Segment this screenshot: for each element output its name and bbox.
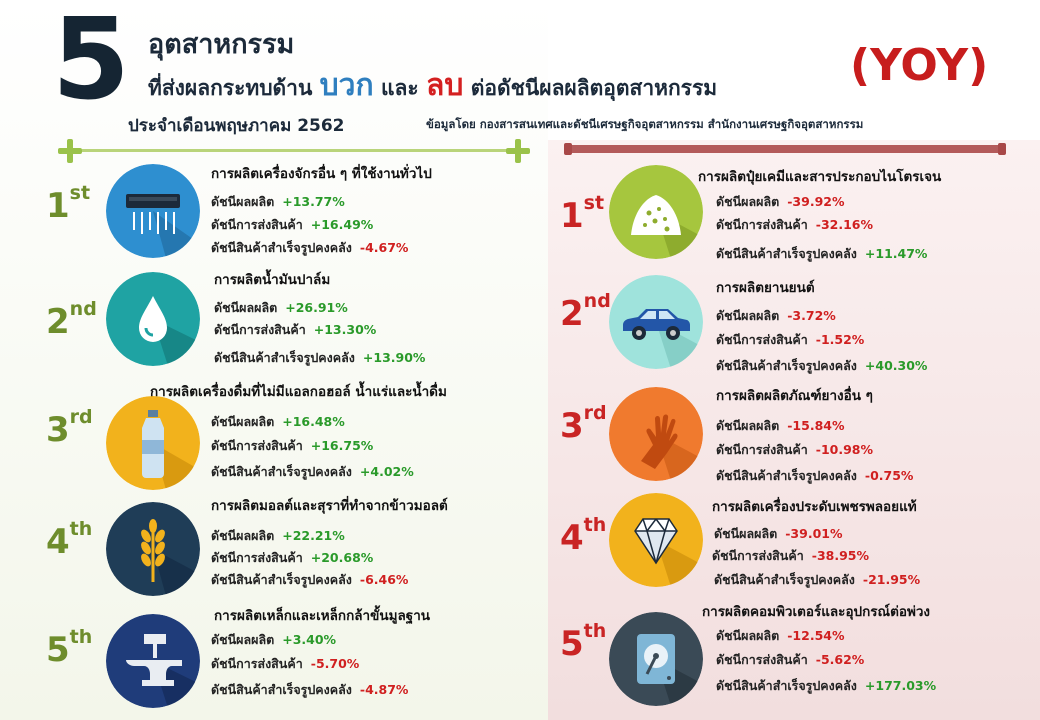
rank-label: 3rd [560,402,607,446]
production-index: ดัชนีผลผลิต -39.01% [714,526,843,541]
industry-name: การผลิตยานยนต์ [716,280,815,296]
production-index: ดัชนีผลผลิต +26.91% [214,300,348,315]
production-index: ดัชนีผลผลิต -15.84% [716,418,845,433]
rank-label: 5th [560,620,607,664]
shipment-index: ดัชนีการส่งสินค้า -1.52% [716,332,865,347]
rank-label: 3rd [46,406,93,450]
inventory-index: ดัชนีสินค้าสำเร็จรูปคงคลัง -6.46% [211,572,409,587]
fertilizer-icon [609,165,703,259]
rank-label: 4th [560,514,607,558]
inventory-index: ดัชนีสินค้าสำเร็จรูปคงคลัง +4.02% [211,464,414,479]
rank-label: 1st [46,182,91,226]
shipment-index: ดัชนีการส่งสินค้า -5.62% [716,652,865,667]
inventory-index: ดัชนีสินค้าสำเร็จรูปคงคลัง +177.03% [716,678,937,693]
plus-icon [58,139,82,163]
title-line-2: ที่ส่งผลกระทบด้าน บวก และ ลบ ต่อดัชนีผลผ… [148,62,717,109]
minus-divider [564,143,1006,155]
period-label: ประจำเดือนพฤษภาคม 2562 [128,116,345,136]
industry-name: การผลิตเครื่องดื่มที่ไม่มีแอลกอฮอล์ น้ำแ… [150,384,447,400]
shipment-index: ดัชนีการส่งสินค้า -5.70% [211,656,360,671]
yoy-label: (YOY) [850,40,989,91]
industry-name: การผลิตมอลต์และสุราที่ทำจากข้าวมอลต์ [211,498,448,514]
negative-word: ลบ [426,68,464,103]
title-prefix: ที่ส่งผลกระทบด้าน [148,76,313,100]
and-word: และ [381,76,419,100]
source-note: ข้อมูลโดย กองสารสนเทศและดัชนีเศรษฐกิจอุต… [426,117,864,131]
production-index: ดัชนีผลผลิต -39.92% [716,194,845,209]
positive-word: บวก [319,68,374,103]
inventory-index: ดัชนีสินค้าสำเร็จรูปคงคลัง -4.87% [211,682,409,697]
air-conditioner-icon [106,164,200,258]
inventory-index: ดัชนีสินค้าสำเร็จรูปคงคลัง +40.30% [716,358,928,373]
shipment-index: ดัชนีการส่งสินค้า +13.30% [214,322,377,337]
anvil-icon [106,614,200,708]
rank-label: 4th [46,518,93,562]
rank-label: 2nd [560,290,611,334]
industry-name: การผลิตเครื่องจักรอื่น ๆ ที่ใช้งานทั่วไป [211,166,432,182]
rank-label: 2nd [46,298,97,342]
shipment-index: ดัชนีการส่งสินค้า +20.68% [211,550,374,565]
rank-label: 5th [46,626,93,670]
positive-panel-background [0,0,548,720]
shipment-index: ดัชนีการส่งสินค้า -32.16% [716,217,874,232]
production-index: ดัชนีผลผลิต +3.40% [211,632,337,647]
inventory-index: ดัชนีสินค้าสำเร็จรูปคงคลัง -0.75% [716,468,914,483]
shipment-index: ดัชนีการส่งสินค้า +16.49% [211,217,374,232]
shipment-index: ดัชนีการส่งสินค้า -10.98% [716,442,874,457]
industry-name: การผลิตเหล็กและเหล็กกล้าขั้นมูลฐาน [214,608,431,624]
hard-disk-icon [609,612,703,706]
production-index: ดัชนีผลผลิต +22.21% [211,528,345,543]
rubber-glove-icon [609,387,703,481]
diamond-icon [609,493,703,587]
car-icon [609,275,703,369]
wheat-icon [106,502,200,596]
title-line-1: อุตสาหกรรม [148,29,295,60]
positive-divider [82,149,518,152]
industry-name: การผลิตคอมพิวเตอร์และอุปกรณ์ต่อพ่วง [702,604,931,620]
headline-number: 5 [52,0,130,125]
shipment-index: ดัชนีการส่งสินค้า -38.95% [712,548,870,563]
water-bottle-icon [106,396,200,490]
production-index: ดัชนีผลผลิต +13.77% [211,194,345,209]
production-index: ดัชนีผลผลิต +16.48% [211,414,345,429]
inventory-index: ดัชนีสินค้าสำเร็จรูปคงคลัง +13.90% [214,350,426,365]
inventory-index: ดัชนีสินค้าสำเร็จรูปคงคลัง -4.67% [211,240,409,255]
inventory-index: ดัชนีสินค้าสำเร็จรูปคงคลัง -21.95% [714,572,921,587]
oil-drop-icon [106,272,200,366]
industry-name: การผลิตน้ำมันปาล์ม [214,272,331,288]
inventory-index: ดัชนีสินค้าสำเร็จรูปคงคลัง +11.47% [716,246,928,261]
title-suffix: ต่อดัชนีผลผลิตอุตสาหกรรม [470,76,718,100]
industry-name: การผลิตผลิตภัณฑ์ยางอื่น ๆ [716,388,873,404]
plus-icon [506,139,530,163]
production-index: ดัชนีผลผลิต -12.54% [716,628,845,643]
shipment-index: ดัชนีการส่งสินค้า +16.75% [211,438,374,453]
industry-name: การผลิตปุ๋ยเคมีและสารประกอบไนโตรเจน [698,169,942,185]
production-index: ดัชนีผลผลิต -3.72% [716,308,836,323]
rank-label: 1st [560,192,605,236]
industry-name: การผลิตเครื่องประดับเพชรพลอยแท้ [712,499,917,515]
